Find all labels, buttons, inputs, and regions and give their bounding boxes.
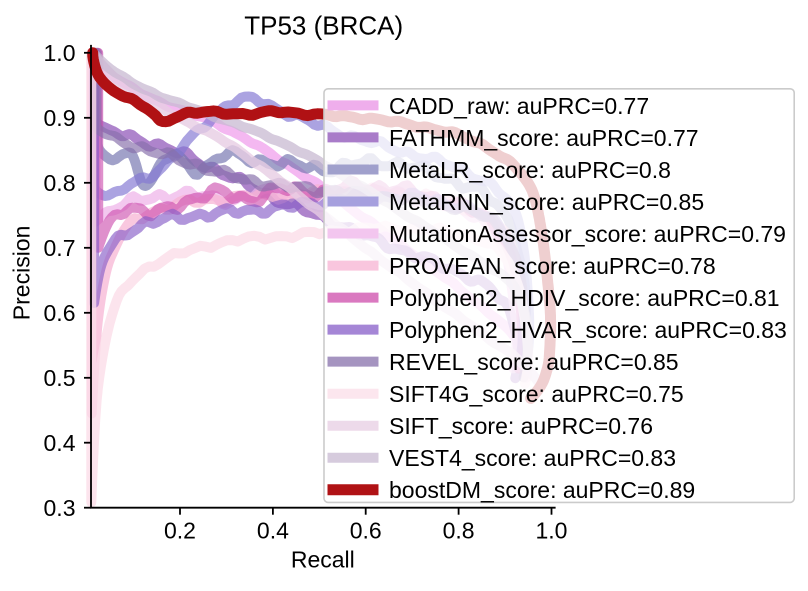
svg-text:0.4: 0.4: [44, 430, 76, 456]
svg-text:SIFT_score: auPRC=0.76: SIFT_score: auPRC=0.76: [389, 413, 653, 439]
svg-text:0.5: 0.5: [44, 365, 76, 391]
svg-text:boostDM_score: auPRC=0.89: boostDM_score: auPRC=0.89: [389, 477, 695, 503]
svg-text:1.0: 1.0: [536, 517, 568, 543]
svg-text:0.4: 0.4: [257, 517, 289, 543]
svg-text:FATHMM_score: auPRC=0.77: FATHMM_score: auPRC=0.77: [389, 125, 699, 151]
svg-text:MetaRNN_score: auPRC=0.85: MetaRNN_score: auPRC=0.85: [389, 189, 704, 215]
svg-text:0.8: 0.8: [443, 517, 475, 543]
svg-text:0.9: 0.9: [44, 105, 76, 131]
svg-text:TP53 (BRCA): TP53 (BRCA): [244, 10, 403, 40]
svg-text:MutationAssessor_score: auPRC=: MutationAssessor_score: auPRC=0.79: [389, 221, 786, 247]
svg-text:0.7: 0.7: [44, 235, 76, 261]
svg-text:Polyphen2_HDIV_score: auPRC=0.: Polyphen2_HDIV_score: auPRC=0.81: [389, 285, 780, 311]
svg-text:0.6: 0.6: [44, 300, 76, 326]
svg-text:VEST4_score: auPRC=0.83: VEST4_score: auPRC=0.83: [389, 445, 676, 471]
svg-text:Polyphen2_HVAR_score: auPRC=0.: Polyphen2_HVAR_score: auPRC=0.83: [389, 317, 787, 343]
svg-text:0.2: 0.2: [164, 517, 196, 543]
svg-text:SIFT4G_score: auPRC=0.75: SIFT4G_score: auPRC=0.75: [389, 381, 684, 407]
svg-text:0.8: 0.8: [44, 170, 76, 196]
svg-text:REVEL_score: auPRC=0.85: REVEL_score: auPRC=0.85: [389, 349, 679, 375]
svg-text:CADD_raw: auPRC=0.77: CADD_raw: auPRC=0.77: [389, 93, 649, 119]
svg-text:1.0: 1.0: [44, 40, 76, 66]
svg-text:MetaLR_score: auPRC=0.8: MetaLR_score: auPRC=0.8: [389, 157, 671, 183]
svg-text:0.6: 0.6: [350, 517, 382, 543]
svg-text:Recall: Recall: [291, 547, 355, 573]
svg-text:0.3: 0.3: [44, 495, 76, 521]
svg-text:Precision: Precision: [9, 226, 35, 321]
svg-text:PROVEAN_score: auPRC=0.78: PROVEAN_score: auPRC=0.78: [389, 253, 716, 279]
